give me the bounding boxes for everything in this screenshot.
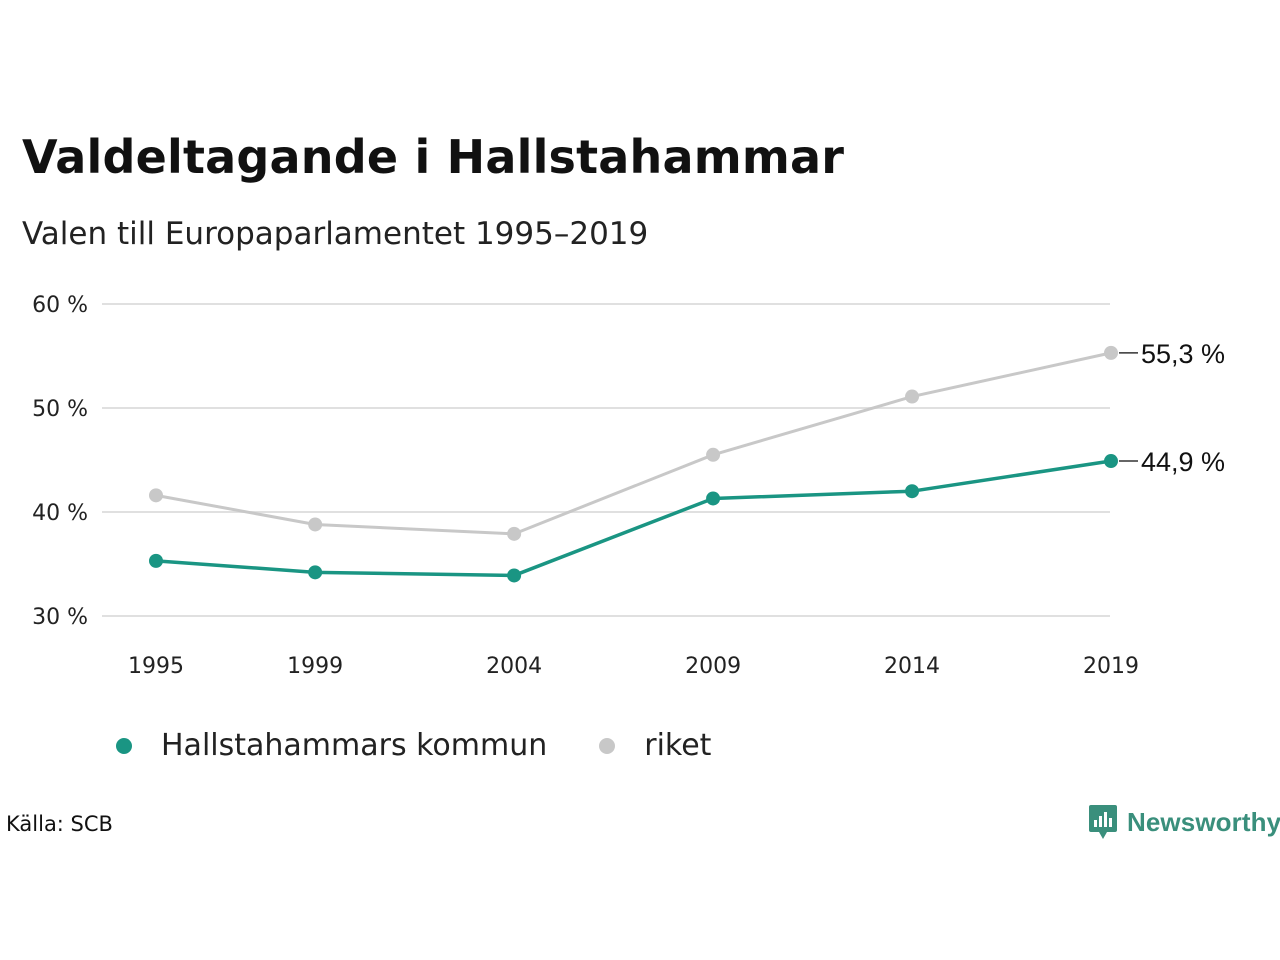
legend-label-riket: riket (644, 728, 712, 763)
point-kommun-2014[interactable] (905, 484, 920, 499)
y-tick-label-40: 40 % (32, 501, 88, 526)
point-kommun-2009[interactable] (706, 491, 721, 506)
point-riket-1995[interactable] (149, 488, 163, 503)
series-riket (149, 345, 1118, 541)
legend-item-riket[interactable]: riket (599, 728, 711, 763)
series-line-riket (155, 351, 1112, 536)
chart-title: Valdeltagande i Hallstahammar (22, 130, 845, 184)
chart-subtitle: Valen till Europaparlamentet 1995–2019 (22, 216, 649, 252)
point-riket-2004[interactable] (507, 526, 522, 541)
newsworthy-logo-icon (1089, 805, 1117, 839)
series-line-kommun (155, 459, 1112, 578)
end-label-kommun: 44,9 % (1141, 447, 1225, 477)
end-label-riket: 55,3 % (1141, 339, 1225, 369)
point-riket-1999[interactable] (308, 517, 323, 532)
grid-lines (102, 303, 1110, 617)
legend: Hallstahammars kommun riket (116, 728, 763, 763)
point-kommun-2004[interactable] (507, 568, 522, 583)
point-riket-2019[interactable] (1104, 345, 1118, 360)
y-axis-ticks: 30 % 40 % 50 % 60 % (32, 293, 88, 630)
legend-label-kommun: Hallstahammars kommun (161, 728, 548, 763)
series-lines (149, 345, 1118, 583)
y-tick-label-60: 60 % (32, 293, 88, 318)
point-riket-2014[interactable] (905, 389, 920, 404)
end-labels: 55,3 % 44,9 % (1119, 339, 1225, 477)
x-tick-label-2004: 2004 (486, 654, 542, 679)
y-tick-label-50: 50 % (32, 397, 88, 422)
x-tick-label-2009: 2009 (685, 654, 741, 679)
point-kommun-1999[interactable] (308, 565, 323, 580)
legend-marker-riket (599, 737, 616, 754)
x-tick-label-1995: 1995 (128, 654, 184, 679)
brand-name: Newsworthy (1127, 806, 1280, 837)
legend-item-kommun[interactable]: Hallstahammars kommun (116, 728, 547, 763)
y-tick-label-30: 30 % (32, 605, 88, 630)
point-kommun-2019[interactable] (1104, 454, 1118, 469)
brand-logo[interactable]: Newsworthy (1088, 803, 1280, 841)
x-axis-ticks: 1995 1999 2004 2009 2014 2019 (128, 654, 1139, 679)
x-tick-label-1999: 1999 (287, 654, 343, 679)
source-note: Källa: SCB (6, 812, 113, 836)
point-kommun-1995[interactable] (149, 553, 163, 568)
x-tick-label-2014: 2014 (884, 654, 940, 679)
point-riket-2009[interactable] (706, 447, 721, 462)
x-tick-label-2019: 2019 (1083, 654, 1139, 679)
legend-marker-kommun (116, 737, 132, 754)
series-kommun (149, 454, 1118, 583)
